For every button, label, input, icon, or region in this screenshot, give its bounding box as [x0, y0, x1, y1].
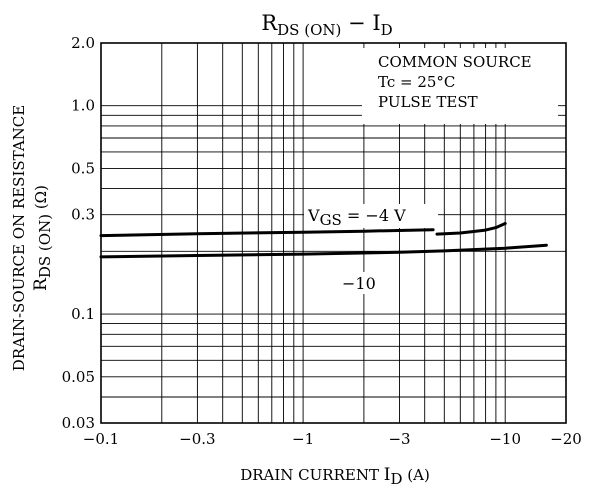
minus10-label-bg [336, 272, 388, 294]
tick-labels: −0.1 −0.3 −1 −3 −10 −20 0.03 0.05 0.1 0.3 0.5 1.0 2.… [62, 34, 582, 448]
series-label-vgs-sub: GS [320, 211, 342, 229]
y-axis-label-var: R [31, 277, 51, 291]
condition-pulse-test: PULSE TEST [378, 93, 478, 111]
x-tick-label: −0.1 [83, 430, 119, 448]
plot-frame [100, 42, 567, 424]
x-axis-label-unit: (A) [407, 466, 430, 484]
y-axis-label-unit: (Ω) [32, 185, 50, 209]
y-tick-label: 0.03 [62, 414, 95, 432]
y-tick-label: 0.5 [71, 159, 95, 177]
x-axis-label-text: DRAIN CURRENT [240, 466, 379, 484]
y-tick-label: 0.05 [62, 368, 95, 386]
y-tick-label: 0.3 [71, 206, 95, 224]
x-tick-label: −20 [550, 430, 582, 448]
chart-title-r: R [261, 11, 278, 35]
series-label-vgs-4: VGS = −4 V [307, 206, 406, 229]
series-label-vgs-text: = −4 V [342, 206, 406, 225]
chart-title-i-sub: D [381, 21, 393, 39]
x-tick-label: −3 [388, 430, 410, 448]
y-axis-label-line2: RDS (ON) (Ω) [31, 185, 54, 291]
chart-title-sep: − [341, 11, 372, 35]
curves [99, 222, 548, 259]
condition-common-source: COMMON SOURCE [378, 53, 532, 71]
conditions-box-bg [362, 48, 558, 124]
series-0-line-0 [99, 228, 435, 238]
x-tick-label: −1 [292, 430, 314, 448]
y-tick-label: 2.0 [71, 34, 95, 52]
chart-title-i: I [372, 11, 380, 35]
y-axis-label-sub: DS (ON) [36, 214, 54, 278]
vgs-label-bg [304, 204, 438, 228]
chart-title: RDS (ON) − ID [261, 11, 392, 39]
x-axis-label: DRAIN CURRENT ID (A) [240, 465, 430, 488]
x-tick-label: −10 [489, 430, 521, 448]
series-label-vgs-v: V [307, 206, 320, 225]
series-label-10: −10 [342, 274, 376, 293]
y-tick-label: 1.0 [71, 97, 95, 115]
y-tick-label: 0.1 [71, 305, 95, 323]
series-1-line-0 [99, 243, 548, 259]
chart-title-r-sub: DS (ON) [277, 21, 341, 39]
y-axis-label-line1: DRAIN-SOURCE ON RESISTANCE [10, 105, 28, 371]
condition-temperature: Tc = 25°C [378, 73, 455, 91]
x-tick-label: −0.3 [179, 430, 215, 448]
series-0-line-1 [435, 222, 507, 236]
x-axis-label-var: I [384, 465, 391, 485]
x-axis-label-sub: D [390, 470, 402, 488]
